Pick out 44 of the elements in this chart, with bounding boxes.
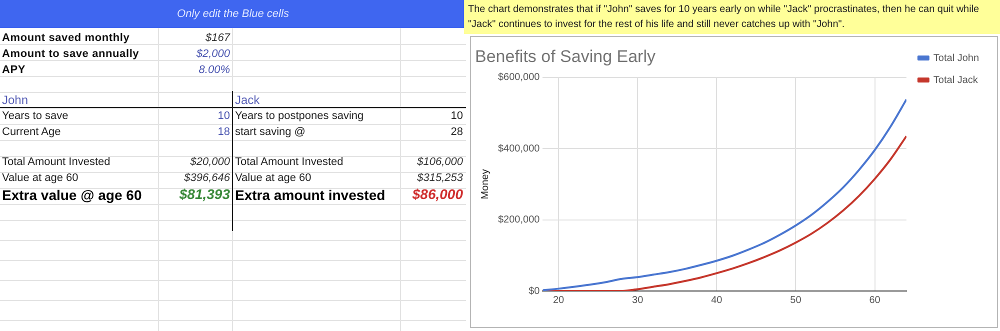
text: The chart demonstrates that if "John" saves for 10 years early on while "Jack" procrastinates, then he can quit while "Jack" continues to invest for the rest of his life and still never catches up with "John".: [464, 0, 1000, 34]
text: $396,646: [184, 171, 230, 186]
text: start saving @: [235, 125, 306, 140]
chart-title: Benefits of Saving Early: [475, 46, 656, 66]
text: 8.00%: [198, 63, 230, 78]
text: Value at age 60: [2, 171, 78, 186]
x-tick-label: 50: [790, 294, 802, 306]
text: $86,000: [412, 186, 463, 202]
text: Jack: [235, 93, 260, 108]
text: $315,253: [417, 171, 463, 186]
text: Total Amount Invested: [2, 155, 110, 170]
text: Total Amount Invested: [235, 155, 344, 170]
text: APY: [2, 63, 26, 78]
x-tick-label: 20: [552, 294, 565, 306]
text: $20,000: [190, 155, 230, 170]
text: Years to save: [2, 109, 68, 124]
text: Only edit the Blue cells: [0, 0, 466, 28]
y-tick-label: $600,000: [498, 72, 540, 84]
x-tick-label: 40: [711, 294, 723, 306]
text: 28: [450, 125, 463, 140]
text: 10: [218, 109, 230, 124]
y-tick-label: $400,000: [498, 143, 540, 154]
text: Amount to save annually: [2, 47, 140, 62]
text: $167: [206, 31, 230, 46]
line-series: [542, 98, 906, 291]
y-tick-label: $200,000: [498, 214, 540, 226]
y-tick-label: $0: [528, 286, 540, 297]
text: John: [2, 93, 28, 108]
text: Amount saved monthly: [2, 31, 130, 46]
x-tick-label: 30: [632, 294, 644, 306]
text: $81,393: [179, 186, 230, 202]
legend-label: Total Jack: [933, 74, 979, 86]
text: $106,000: [417, 155, 463, 170]
text: $2,000: [196, 47, 230, 62]
legend-label: Total John: [933, 52, 980, 64]
text: Value at age 60: [235, 171, 312, 186]
text: Extra value @ age 60: [2, 187, 142, 203]
text: Current Age: [2, 125, 61, 140]
text: Years to postpones saving: [235, 109, 364, 124]
y-axis-title: Money: [480, 169, 491, 200]
x-tick-label: 60: [869, 294, 881, 306]
text: 18: [218, 125, 230, 140]
text: 10: [450, 109, 463, 124]
text: Extra amount invested: [235, 187, 386, 203]
